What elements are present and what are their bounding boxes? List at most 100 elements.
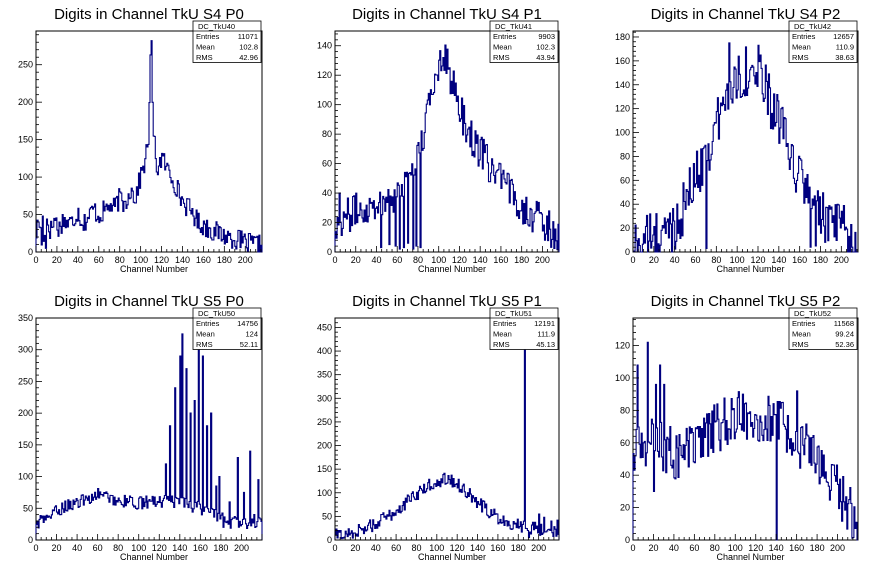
y-tick-label: 0 xyxy=(625,247,630,257)
plot-frame xyxy=(632,30,859,253)
panel-title: Digits in Channel TkU S4 P0 xyxy=(54,6,244,23)
x-tick-label: 40 xyxy=(73,255,83,265)
stats-label: RMS xyxy=(792,340,809,349)
x-tick-label: 60 xyxy=(391,543,401,553)
stats-box-name: DC_TkU50 xyxy=(198,309,235,318)
x-tick-label: 80 xyxy=(115,255,125,265)
x-tick-label: 120 xyxy=(748,543,763,553)
y-tick-label: 80 xyxy=(322,129,332,139)
stats-box-name: DC_TkU42 xyxy=(794,22,831,31)
y-tick-label: 60 xyxy=(620,175,630,185)
y-tick-label: 140 xyxy=(615,80,630,90)
histogram-series xyxy=(35,333,263,540)
y-tick-label: 50 xyxy=(322,511,332,521)
x-tick-label: 100 xyxy=(730,255,745,265)
x-tick-label: 120 xyxy=(450,543,465,553)
y-tick-label: 0 xyxy=(28,247,33,257)
y-tick-label: 20 xyxy=(322,218,332,228)
x-tick-label: 80 xyxy=(710,543,720,553)
histogram-series xyxy=(632,341,858,541)
y-tick-label: 450 xyxy=(317,322,332,332)
y-tick-label: 150 xyxy=(18,440,33,450)
stats-label: RMS xyxy=(493,53,510,62)
stats-value: 43.94 xyxy=(536,53,555,62)
y-tick-label: 250 xyxy=(18,60,33,70)
y-tick-label: 140 xyxy=(317,41,332,51)
histogram-panel-5: Digits in Channel TkU S5 P1 0 20 40 60 80 100 1… xyxy=(317,293,560,562)
x-tick-label: 200 xyxy=(830,543,845,553)
stats-label: Mean xyxy=(493,330,512,339)
stats-box-name: DC_TkU52 xyxy=(794,309,831,318)
y-tick-label: 180 xyxy=(615,32,630,42)
stats-label: RMS xyxy=(792,53,809,62)
x-tick-label: 180 xyxy=(213,543,228,553)
stats-value: 102.8 xyxy=(239,43,258,52)
y-tick-label: 20 xyxy=(620,503,630,513)
x-tick-label: 140 xyxy=(470,543,485,553)
x-tick-label: 140 xyxy=(769,543,784,553)
x-tick-label: 200 xyxy=(834,255,849,265)
x-axis-label: Channel Number xyxy=(418,552,486,562)
x-tick-label: 20 xyxy=(52,543,62,553)
stats-box-frame xyxy=(489,20,559,63)
stats-box-name: DC_TkU41 xyxy=(495,22,532,31)
panel-title: Digits in Channel TkU S4 P1 xyxy=(352,6,542,23)
x-tick-label: 40 xyxy=(669,543,679,553)
stats-value: 12191 xyxy=(534,319,555,328)
y-tick-label: 250 xyxy=(317,417,332,427)
stats-label: RMS xyxy=(196,340,213,349)
stats-value: 12657 xyxy=(833,32,854,41)
stats-label: Mean xyxy=(792,330,811,339)
x-tick-label: 160 xyxy=(493,255,508,265)
x-tick-label: 160 xyxy=(196,255,211,265)
y-tick-label: 0 xyxy=(625,535,630,545)
y-tick-label: 350 xyxy=(18,313,33,323)
x-tick-label: 160 xyxy=(789,543,804,553)
y-tick-label: 60 xyxy=(620,438,630,448)
x-tick-label: 0 xyxy=(33,255,38,265)
y-tick-label: 60 xyxy=(322,159,332,169)
x-tick-label: 0 xyxy=(33,543,38,553)
plot-frame xyxy=(35,30,263,253)
x-tick-label: 180 xyxy=(810,543,825,553)
y-tick-label: 200 xyxy=(18,408,33,418)
y-tick-label: 100 xyxy=(317,488,332,498)
histogram-panel-2: Digits in Channel TkU S4 P1 0 20 40 60 80 100 1… xyxy=(317,6,560,274)
x-tick-label: 120 xyxy=(154,255,169,265)
x-tick-label: 100 xyxy=(133,255,148,265)
x-tick-label: 20 xyxy=(351,255,361,265)
histogram-panel-4: Digits in Channel TkU S5 P0 0 20 40 60 80 100 1… xyxy=(18,293,263,562)
y-tick-label: 0 xyxy=(327,535,332,545)
stats-box-frame xyxy=(192,307,262,350)
y-tick-label: 50 xyxy=(23,210,33,220)
x-tick-label: 180 xyxy=(217,255,232,265)
stats-box-frame xyxy=(788,307,858,350)
y-tick-label: 300 xyxy=(18,345,33,355)
stats-value: 99.24 xyxy=(835,330,854,339)
stats-value: 124 xyxy=(245,330,258,339)
stats-value: 38.63 xyxy=(835,53,854,62)
y-tick-label: 160 xyxy=(615,56,630,66)
stats-value: 52.11 xyxy=(240,340,258,349)
x-tick-label: 0 xyxy=(332,543,337,553)
stats-label: Mean xyxy=(792,43,811,52)
stats-value: 111.9 xyxy=(537,330,555,339)
stats-label: RMS xyxy=(196,53,213,62)
stats-value: 102.3 xyxy=(536,43,555,52)
stats-value: 9903 xyxy=(538,32,555,41)
x-tick-label: 80 xyxy=(711,255,721,265)
stats-label: Mean xyxy=(196,43,215,52)
y-tick-label: 300 xyxy=(317,393,332,403)
y-tick-label: 50 xyxy=(23,503,33,513)
x-tick-label: 40 xyxy=(72,543,82,553)
stats-value: 52.36 xyxy=(835,340,854,349)
panel-title: Digits in Channel TkU S5 P2 xyxy=(651,293,841,310)
x-tick-label: 60 xyxy=(689,543,699,553)
stats-value: 14756 xyxy=(237,319,258,328)
x-tick-label: 200 xyxy=(535,255,550,265)
y-tick-label: 200 xyxy=(18,97,33,107)
stats-box-frame xyxy=(192,20,262,63)
y-tick-label: 120 xyxy=(615,341,630,351)
panel-title: Digits in Channel TkU S4 P2 xyxy=(651,6,841,23)
